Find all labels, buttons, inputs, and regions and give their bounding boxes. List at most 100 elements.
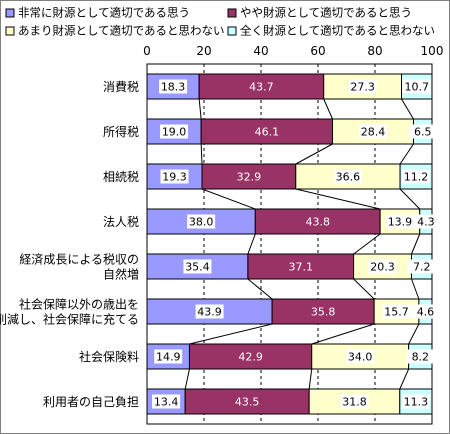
legend-label-4: 全く財源として適切であると思わない [240, 24, 435, 38]
data-label-bg [407, 259, 436, 274]
data-label: 43.5 [235, 396, 260, 409]
bars: 18.3 43.7 27.3 10.7 19.0 46.1 28.4 6.5 19.3 32.9 3… [146, 73, 440, 415]
data-label: 42.9 [238, 351, 263, 364]
data-label: 32.9 [237, 171, 262, 184]
data-label: 36.6 [336, 171, 361, 184]
connector-line [295, 143, 333, 165]
data-label-bg [340, 394, 369, 409]
data-label-bg [183, 259, 212, 274]
x-axis-tick-labels: 0 20 40 60 80 100 [143, 44, 443, 58]
data-label: 13.4 [154, 396, 179, 409]
data-label: 43.9 [197, 306, 222, 319]
data-label-bg [308, 304, 339, 319]
connector-line [353, 278, 375, 300]
data-label: 43.8 [305, 216, 330, 229]
category-label: 削減し、社会保障に充てる [0, 312, 139, 327]
data-label: 43.7 [249, 81, 274, 94]
connector-line [353, 233, 381, 255]
x-tick-label-60: 60 [310, 44, 325, 58]
data-label-bg [408, 124, 437, 139]
data-label-bg [235, 349, 266, 364]
data-label-bg [348, 79, 377, 94]
data-label: 46.1 [255, 126, 280, 139]
data-label: 11.2 [404, 171, 429, 184]
connector-line [247, 278, 273, 300]
data-label: 37.1 [289, 261, 314, 274]
data-label: 4.3 [417, 216, 435, 229]
data-label-bg [402, 79, 431, 94]
connector-line [295, 188, 381, 210]
connector-line [401, 98, 414, 120]
category-label: 経済成長による税収の [19, 252, 139, 267]
connector-line [399, 188, 421, 210]
data-label: 8.2 [412, 351, 430, 364]
category-label: 消費税 [103, 79, 139, 94]
connector-line [200, 143, 203, 165]
legend-swatch-3 [5, 26, 15, 36]
connector-line [323, 98, 333, 120]
data-label-bg [401, 394, 430, 409]
data-label-bg [195, 304, 224, 319]
connector-line [189, 323, 273, 345]
category-label: 利用者の自己負担 [43, 395, 139, 409]
category-label: 自然増 [103, 267, 139, 282]
connector-line [201, 188, 256, 210]
data-label: 11.3 [404, 396, 429, 409]
data-label-bg [402, 169, 431, 184]
category-label: 法人税 [103, 215, 139, 229]
legend-swatch-1 [5, 8, 15, 18]
x-tick-label-80: 80 [367, 44, 382, 58]
connector-line [311, 323, 375, 345]
legend-label-1: 非常に財源として適切である思う [18, 6, 190, 20]
data-label-bg [285, 259, 316, 274]
legend-label-3: あまり財源として適切であると思わない [18, 24, 225, 38]
legend-swatch-4 [227, 26, 237, 36]
data-label-bg [411, 304, 440, 319]
y-axis-category-labels: 消費税所得税相続税法人税経済成長による税収の自然増社会保障以外の歳出を削減し、社… [0, 79, 139, 409]
data-label: 34.0 [348, 351, 373, 364]
legend-label-2: やや財源として適切であると思う [240, 6, 412, 20]
legend-swatch-2 [227, 8, 237, 18]
category-label: 相続税 [103, 170, 139, 184]
data-label-bg [233, 169, 264, 184]
data-label: 7.2 [413, 261, 431, 274]
connector-line [411, 233, 421, 255]
data-label-bg [152, 394, 181, 409]
data-label: 14.9 [156, 351, 181, 364]
data-label: 13.9 [388, 216, 413, 229]
data-label: 18.3 [161, 81, 186, 94]
data-label-bg [359, 124, 388, 139]
data-label-bg [382, 304, 411, 319]
data-label-bg [160, 124, 189, 139]
data-label: 28.4 [361, 126, 386, 139]
data-label-bg [385, 214, 414, 229]
connector-line [247, 233, 256, 255]
data-label: 6.5 [414, 126, 432, 139]
x-tick-label-40: 40 [253, 44, 268, 58]
data-label: 19.0 [162, 126, 187, 139]
data-label-bg [333, 169, 362, 184]
series-connector-lines [184, 98, 421, 390]
data-label: 27.3 [350, 81, 375, 94]
data-label-bg [232, 394, 263, 409]
connector-line [399, 143, 414, 165]
data-label-bg [246, 79, 277, 94]
data-label-bg [411, 214, 440, 229]
connector-line [198, 98, 202, 120]
connector-line [308, 368, 313, 390]
data-label: 38.0 [189, 216, 214, 229]
x-tick-label-100: 100 [421, 44, 444, 58]
data-label: 15.7 [384, 306, 409, 319]
data-label-bg [406, 349, 435, 364]
data-label: 19.3 [162, 171, 187, 184]
data-label-bg [368, 259, 397, 274]
bar-segment [247, 253, 355, 280]
data-label: 31.8 [342, 396, 367, 409]
legend: 非常に財源として適切である思う やや財源として適切であると思うあまり財源として適切… [5, 6, 435, 38]
connector-line [184, 368, 190, 390]
connector-line [399, 368, 410, 390]
category-label: 所得税 [103, 124, 139, 139]
data-label-bg [346, 349, 375, 364]
x-tick-label-0: 0 [143, 44, 151, 58]
